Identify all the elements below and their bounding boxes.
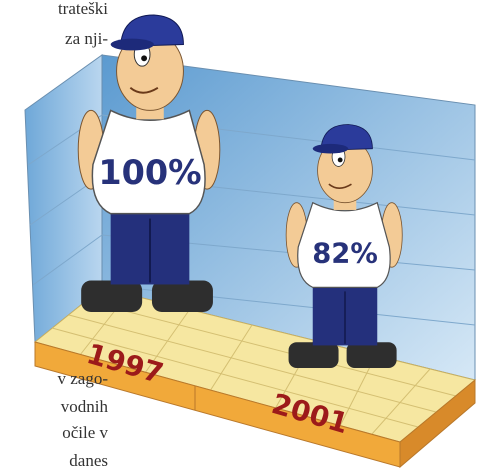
pupil xyxy=(337,157,343,163)
value-label: 82% xyxy=(312,239,378,270)
shirt xyxy=(91,109,206,215)
cap-brim xyxy=(312,143,349,154)
body-text-fragment: v zago- xyxy=(57,369,108,388)
cap xyxy=(119,14,184,48)
pupil xyxy=(141,55,148,62)
mouth xyxy=(328,183,352,189)
shoe xyxy=(346,342,397,368)
body-text-fragment: danes xyxy=(69,451,108,470)
shoe xyxy=(81,280,143,312)
body-text-fragment: za nji- xyxy=(65,29,108,48)
shoe xyxy=(151,280,213,312)
mouth xyxy=(129,86,159,94)
body-text-fragment: vodnih xyxy=(61,397,109,416)
cap-brim xyxy=(110,38,154,51)
shirt xyxy=(297,201,391,288)
body-text-fragment: očile v xyxy=(62,423,108,442)
body-text-fragment: trateški xyxy=(58,0,108,18)
value-label: 100% xyxy=(98,153,201,192)
figure: 100% xyxy=(77,14,221,312)
cap xyxy=(320,124,373,151)
shoe xyxy=(288,342,339,368)
figure: 82% xyxy=(285,124,403,368)
